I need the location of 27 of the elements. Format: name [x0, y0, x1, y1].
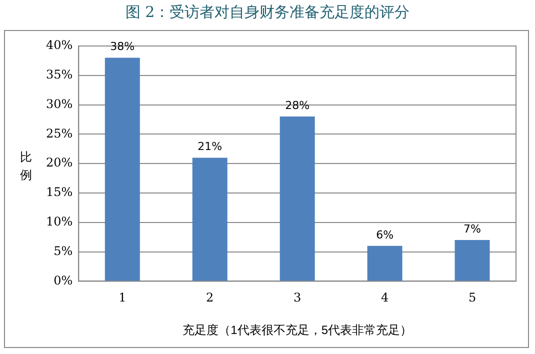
- bar: [454, 240, 490, 281]
- y-tick-label: 0%: [54, 273, 73, 288]
- bar: [367, 246, 402, 281]
- bar: [192, 158, 228, 281]
- chart-title: 图 2：受访者对自身财务准备充足度的评分: [124, 3, 411, 22]
- y-tick-label: 5%: [54, 244, 73, 258]
- x-axis-title: 充足度（1代表很不充足，5代表非常充足）: [182, 323, 412, 338]
- data-label: 6%: [376, 228, 394, 242]
- x-tick-label: 4: [380, 290, 389, 305]
- x-tick-label: 3: [294, 290, 302, 305]
- data-label: 38%: [110, 40, 135, 54]
- y-tick-label: 40%: [46, 38, 73, 52]
- data-label: 7%: [464, 222, 481, 236]
- x-tick-label: 2: [206, 290, 214, 305]
- y-tick-label: 10%: [46, 214, 73, 229]
- x-tick-label: 1: [118, 290, 126, 305]
- y-tick-label: 20%: [46, 156, 73, 170]
- data-label: 28%: [285, 98, 310, 112]
- x-tick-label: 5: [468, 290, 476, 305]
- y-tick-label: 25%: [46, 126, 73, 140]
- y-tick-label: 35%: [46, 68, 73, 82]
- y-axis-title: 比例: [20, 149, 33, 184]
- bar: [104, 58, 140, 281]
- bar: [280, 116, 315, 281]
- data-label: 21%: [198, 140, 222, 154]
- y-tick-label: 30%: [46, 96, 73, 111]
- y-tick-label: 15%: [46, 185, 73, 200]
